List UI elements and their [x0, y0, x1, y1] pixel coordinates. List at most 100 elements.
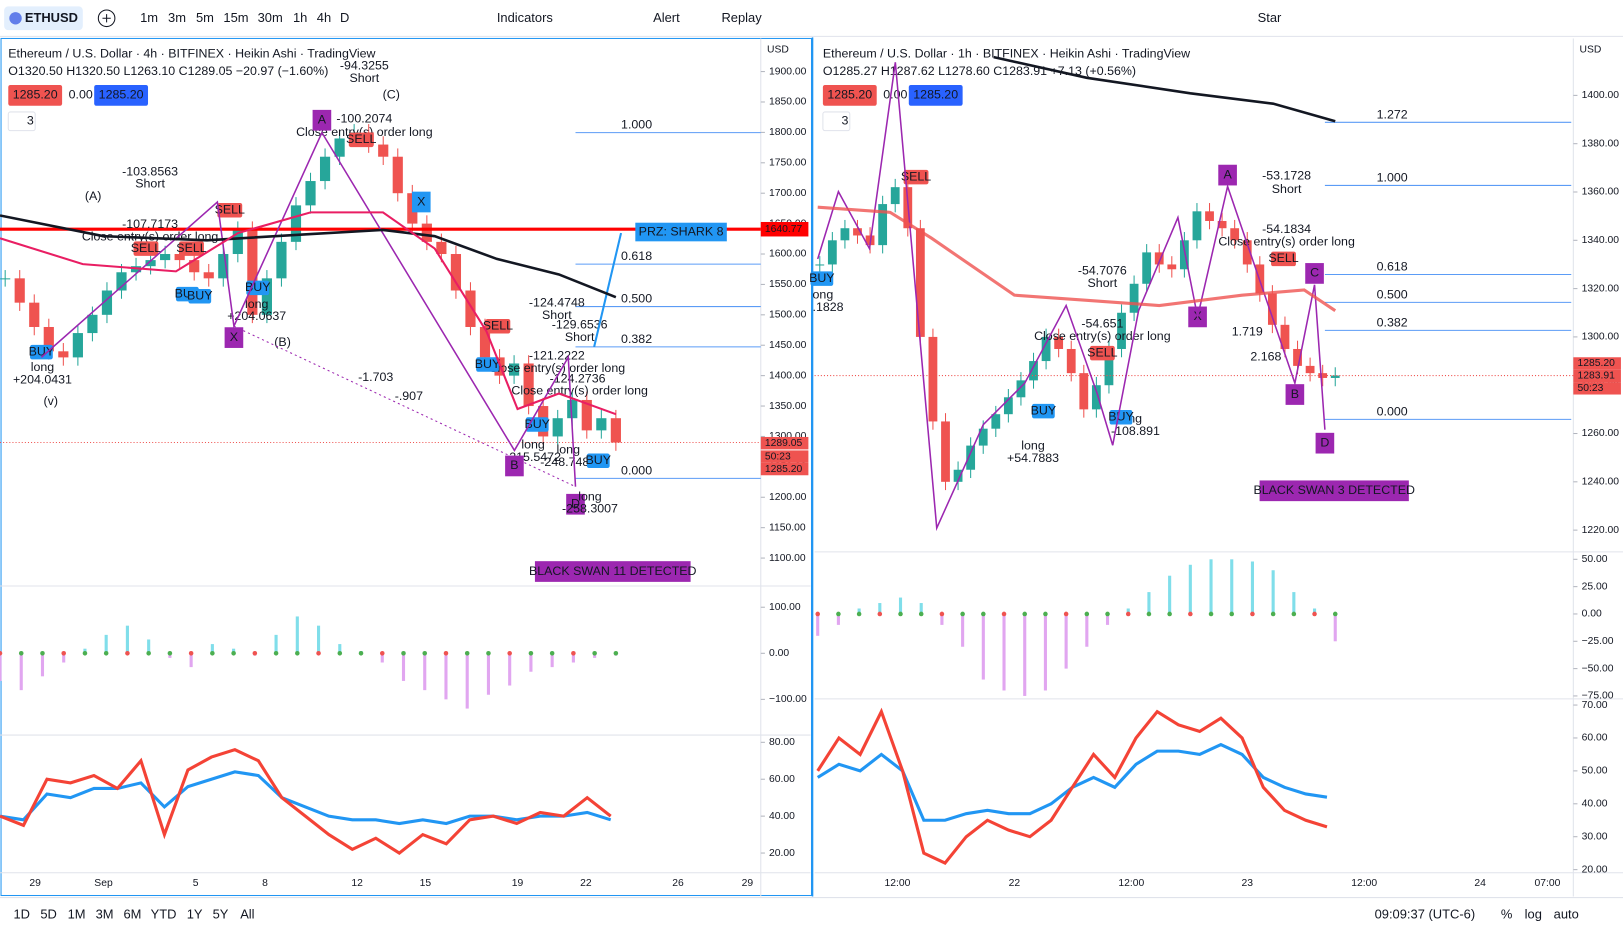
- pattern-label: B: [1291, 387, 1299, 401]
- pattern-point: [1305, 263, 1324, 284]
- currency: USD: [767, 45, 789, 56]
- signal-dot: [316, 651, 321, 656]
- moving-average: [817, 205, 1337, 312]
- range-button[interactable]: 1D: [13, 907, 30, 922]
- y-tick-label: −50.00: [1582, 663, 1614, 674]
- toolbar: [0, 6, 1623, 37]
- auto-toggle[interactable]: auto: [1554, 907, 1579, 922]
- signal-dot: [103, 651, 109, 656]
- pattern-point: [1218, 164, 1237, 186]
- range-button[interactable]: 1M: [68, 907, 86, 922]
- indicator-toggle[interactable]: [822, 111, 851, 132]
- annotation: +204.0637: [227, 309, 286, 323]
- histogram-bar: [940, 613, 944, 625]
- candle: [465, 290, 476, 327]
- y-tick-label: 1550.00: [769, 279, 807, 290]
- histogram-bar: [83, 648, 87, 654]
- replay-button[interactable]: Replay: [721, 10, 762, 25]
- y-tick-label: 1350.00: [769, 401, 807, 412]
- y-tick-label: 1320.00: [1582, 283, 1620, 294]
- range-button[interactable]: All: [240, 907, 254, 922]
- x-tick-label: 26: [672, 878, 684, 889]
- histogram-bar: [529, 653, 533, 672]
- signal-dot: [1250, 611, 1255, 617]
- candle: [523, 363, 534, 407]
- histogram-bar: [0, 653, 2, 681]
- x-tick-label: 23: [1242, 878, 1254, 889]
- range-button[interactable]: 1Y: [187, 907, 203, 922]
- candle: [1167, 264, 1177, 270]
- harmonic-pattern: [816, 62, 1326, 532]
- x-tick-label: Sep: [94, 878, 113, 889]
- range-button[interactable]: 6M: [124, 907, 142, 922]
- candle: [392, 156, 403, 194]
- y-tick-label: 40.00: [769, 811, 795, 822]
- alert-button[interactable]: Alert: [653, 10, 680, 25]
- candle: [145, 260, 156, 267]
- signal-tag: [217, 203, 243, 218]
- candle: [189, 260, 200, 273]
- percent-toggle[interactable]: %: [1501, 907, 1513, 922]
- interval[interactable]: 5m: [196, 10, 214, 25]
- interval[interactable]: 1m: [140, 10, 158, 25]
- signal-dot: [1332, 611, 1338, 617]
- eth-icon: [9, 12, 22, 25]
- annotation: Short: [350, 71, 380, 85]
- y-tick-label: 1380.00: [1582, 138, 1620, 149]
- log-toggle[interactable]: log: [1525, 907, 1542, 922]
- candle: [1003, 397, 1013, 415]
- y-tick-label: 1700.00: [769, 188, 807, 199]
- candle: [1267, 293, 1277, 325]
- interval[interactable]: 15m: [223, 10, 248, 25]
- pattern-label: D: [1320, 435, 1329, 449]
- fib-label: 1.000: [621, 118, 652, 132]
- signal-dot: [960, 611, 965, 617]
- signal-dot: [507, 651, 512, 656]
- annotation: -129.6536: [552, 317, 608, 331]
- candle: [991, 414, 1001, 429]
- price-tag-text: 1289.05: [765, 438, 803, 449]
- histogram-bar: [1043, 613, 1047, 691]
- symbol-button[interactable]: [4, 6, 83, 31]
- signal-tag: [1109, 410, 1133, 425]
- interval[interactable]: 4h: [317, 10, 331, 25]
- candle: [508, 363, 520, 376]
- signal-dot: [981, 611, 986, 617]
- y-tick-label: 1240.00: [1582, 477, 1620, 488]
- histogram-bar: [380, 653, 384, 663]
- add-compare[interactable]: [97, 9, 116, 28]
- y-tick-label: 25.00: [1582, 581, 1608, 592]
- interval[interactable]: 3m: [168, 10, 186, 25]
- fib-label: 1.000: [1377, 170, 1408, 184]
- candle: [160, 254, 171, 261]
- signal-text: SELL: [483, 318, 513, 332]
- layout-button[interactable]: Star: [1258, 10, 1282, 25]
- interval[interactable]: D: [340, 10, 349, 25]
- y-tick-label: 1450.00: [769, 340, 807, 351]
- histogram-bar: [40, 653, 45, 677]
- interval[interactable]: 30m: [258, 10, 283, 25]
- indicators-button[interactable]: Indicators: [497, 10, 553, 25]
- annotation: Short: [542, 308, 572, 322]
- signal-dot: [1188, 611, 1193, 617]
- range-button[interactable]: YTD: [151, 907, 177, 922]
- annotation: -54.651: [1081, 316, 1123, 330]
- range-button[interactable]: 3M: [96, 907, 114, 922]
- alert-text: BLACK SWAN 3 DETECTED: [1253, 483, 1415, 497]
- histogram-bar: [550, 653, 554, 668]
- annotation: -54.1834: [1262, 222, 1311, 236]
- range-button[interactable]: 5D: [40, 907, 57, 922]
- range-button[interactable]: 5Y: [213, 907, 229, 922]
- interval[interactable]: 1h: [293, 10, 307, 25]
- y-tick-label: 100.00: [769, 602, 801, 613]
- signal-tag: [133, 241, 159, 256]
- indicator-toggle[interactable]: [7, 111, 36, 132]
- x-tick-label: 5: [193, 878, 199, 889]
- annotation: -248.7484: [540, 455, 596, 469]
- candle: [853, 228, 862, 236]
- pattern-point: [224, 327, 244, 348]
- signal-tag: [348, 132, 374, 148]
- candle: [290, 205, 302, 242]
- signal-text: BUY: [29, 344, 55, 358]
